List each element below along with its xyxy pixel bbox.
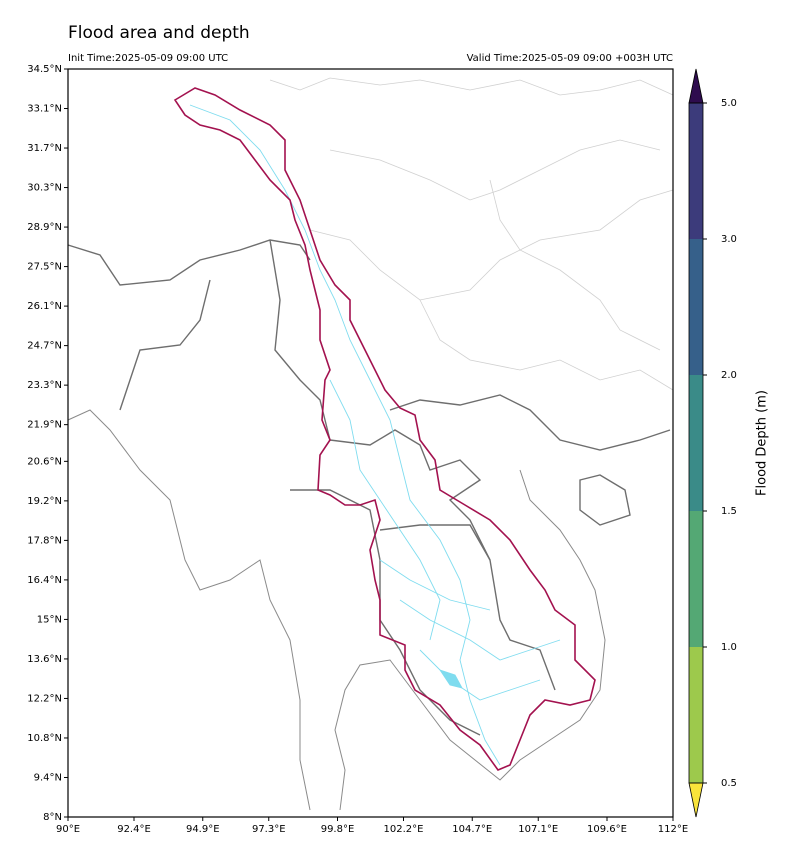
colorbar-extend-over — [688, 68, 704, 104]
y-tick-label: 23.3°N — [27, 380, 62, 391]
province-borders — [269, 77, 674, 391]
colorbar-tick-label: 1.0 — [721, 642, 737, 653]
border-line — [379, 524, 491, 561]
colorbar-tick-label: 2.0 — [721, 370, 737, 381]
init-time: Init Time:2025-05-09 09:00 UTC — [68, 53, 228, 64]
colorbar-band — [689, 239, 703, 375]
x-tick-label: 102.2°E — [384, 824, 424, 835]
colorbar-tick-label: 5.0 — [721, 98, 737, 109]
colorbar-band — [689, 511, 703, 647]
x-tick-label: 104.7°E — [452, 824, 492, 835]
province-line — [419, 299, 674, 391]
y-tick-label: 28.9°N — [27, 222, 62, 233]
province-line — [489, 179, 661, 351]
y-tick-label: 27.5°N — [27, 262, 62, 273]
x-tick-label: 97.3°E — [252, 824, 286, 835]
x-tick-label: 90°E — [56, 824, 80, 835]
coastline — [67, 409, 606, 811]
border-line — [269, 239, 331, 441]
y-tick-label: 16.4°N — [27, 575, 62, 586]
coast-line — [67, 409, 311, 811]
y-tick-label: 15°N — [37, 614, 62, 625]
y-tick-label: 24.7°N — [27, 341, 62, 352]
x-tick-label: 92.4°E — [117, 824, 151, 835]
y-tick-label: 13.6°N — [27, 654, 62, 665]
border-line — [329, 429, 556, 691]
river — [329, 379, 441, 641]
y-tick-label: 17.8°N — [27, 535, 62, 546]
x-tick-label: 94.9°E — [186, 824, 220, 835]
y-tick-label: 21.9°N — [27, 420, 62, 431]
border-line — [67, 239, 311, 286]
valid-time: Valid Time:2025-05-09 09:00 +003H UTC — [467, 53, 673, 64]
x-tick-label: 107.1°E — [518, 824, 558, 835]
coast-line — [334, 469, 606, 811]
colorbar-extend-under — [688, 782, 704, 818]
x-tick-label: 99.8°E — [321, 824, 355, 835]
colorbar-tick-label: 3.0 — [721, 234, 737, 245]
map-frame — [67, 68, 674, 818]
border-line — [290, 489, 481, 736]
map-layers — [67, 77, 674, 811]
river — [189, 104, 501, 766]
y-tick-label: 31.7°N — [27, 143, 62, 154]
colorbar-tick-label: 0.5 — [721, 778, 737, 789]
border-line — [389, 394, 671, 451]
colorbar-label: Flood Depth (m) — [755, 390, 770, 496]
colorbar-tick-label: 1.5 — [721, 506, 737, 517]
province-line — [309, 189, 674, 301]
y-tick-label: 9.4°N — [34, 772, 62, 783]
river — [419, 649, 541, 701]
basin-outline — [173, 87, 596, 771]
river — [399, 599, 561, 661]
island — [579, 474, 631, 526]
y-tick-label: 33.1°N — [27, 104, 62, 115]
title: Flood area and depth — [68, 23, 250, 43]
colorbar-band — [689, 375, 703, 511]
country-borders — [67, 239, 671, 736]
y-tick-label: 19.2°N — [27, 496, 62, 507]
lake — [438, 669, 463, 689]
y-tick-label: 12.2°N — [27, 693, 62, 704]
y-tick-label: 10.8°N — [27, 733, 62, 744]
colorbar-band — [689, 647, 703, 783]
y-tick-label: 34.5°N — [27, 64, 62, 75]
colorbar-band — [689, 103, 703, 239]
river — [379, 559, 491, 611]
rivers — [189, 104, 561, 766]
y-tick-label: 26.1°N — [27, 301, 62, 312]
province-line — [269, 77, 674, 96]
x-tick-label: 109.6°E — [587, 824, 627, 835]
province-line — [329, 139, 661, 201]
border-line — [119, 279, 211, 411]
y-tick-label: 30.3°N — [27, 183, 62, 194]
y-tick-label: 8°N — [43, 812, 62, 823]
colorbar-frame — [688, 102, 704, 784]
x-tick-label: 112°E — [658, 824, 688, 835]
y-tick-label: 20.6°N — [27, 456, 62, 467]
